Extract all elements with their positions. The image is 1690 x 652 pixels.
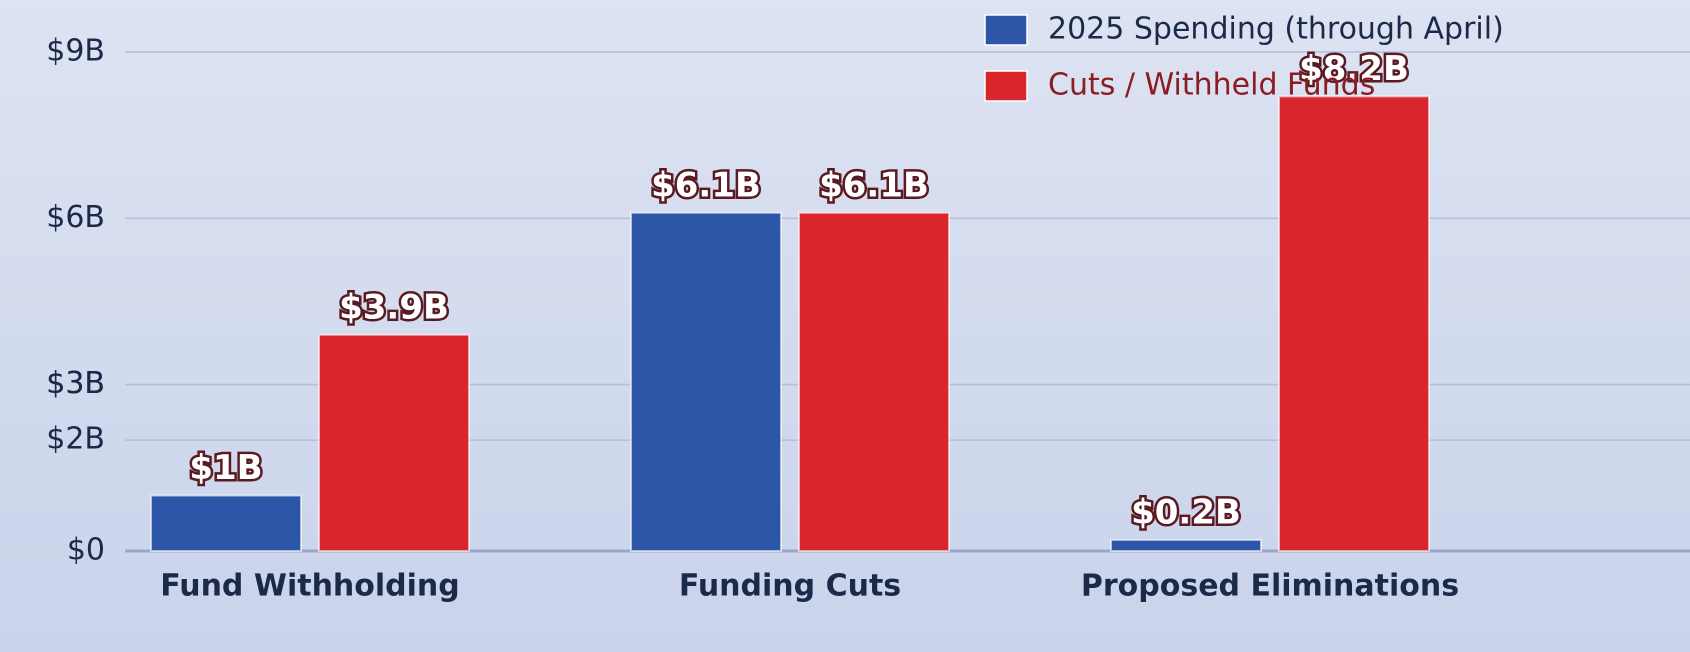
bar bbox=[1278, 95, 1430, 552]
x-tick-label: Funding Cuts bbox=[679, 569, 901, 604]
legend-label: Cuts / Withheld Funds bbox=[1048, 68, 1375, 103]
value-label: $1B bbox=[189, 448, 262, 488]
bar bbox=[798, 211, 950, 553]
y-tick-label: $3B bbox=[46, 366, 105, 401]
value-label: $8.2B bbox=[1299, 49, 1409, 89]
bar bbox=[150, 494, 302, 552]
y-tick-label: $2B bbox=[46, 422, 105, 457]
y-tick-label: $6B bbox=[46, 200, 105, 235]
legend-swatch bbox=[984, 70, 1028, 102]
legend-swatch bbox=[984, 14, 1028, 46]
bar bbox=[318, 333, 470, 552]
value-label: $6.1B bbox=[819, 165, 929, 205]
x-tick-label: Proposed Eliminations bbox=[1081, 569, 1459, 604]
y-tick-label: $3B bbox=[46, 366, 105, 401]
legend-label: 2025 Spending (through April) bbox=[1048, 12, 1504, 47]
bar bbox=[1110, 538, 1262, 553]
value-label: $6.1B bbox=[651, 165, 761, 205]
y-tick-label: $0 bbox=[67, 533, 105, 568]
value-label: $3.9B bbox=[339, 287, 449, 327]
y-tick-label: $9B bbox=[46, 34, 105, 69]
x-tick-label: Fund Withholding bbox=[160, 569, 460, 604]
value-label: $0.2B bbox=[1131, 492, 1241, 532]
bar bbox=[630, 211, 782, 553]
